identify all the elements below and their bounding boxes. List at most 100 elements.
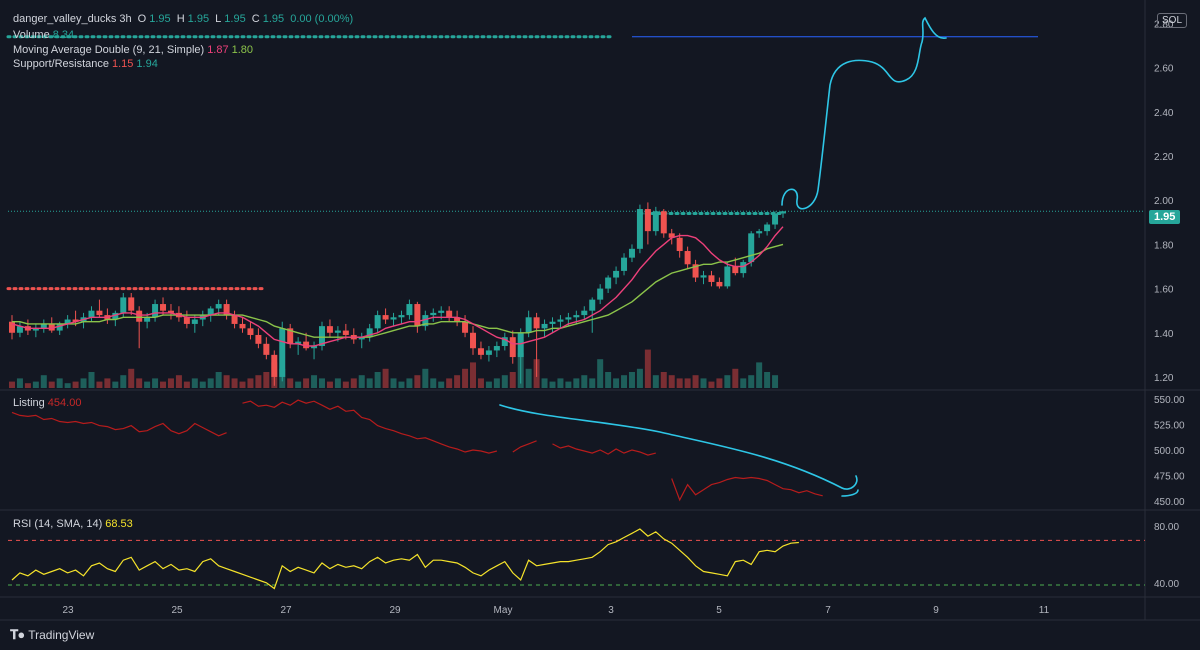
currency-badge[interactable]: SOL xyxy=(1157,13,1188,28)
candle-body xyxy=(684,251,691,265)
volume-bar xyxy=(438,381,445,388)
volume-bar xyxy=(470,362,477,388)
time-axis-tick: 27 xyxy=(280,605,292,616)
candle-body xyxy=(581,310,588,316)
candle-body xyxy=(644,209,651,232)
price-axis-tick: 2.20 xyxy=(1154,152,1174,163)
volume-bar xyxy=(740,378,747,388)
volume-bar xyxy=(660,372,667,388)
candle-body xyxy=(342,330,349,335)
candle-body xyxy=(716,281,723,287)
volume-bar xyxy=(692,375,699,388)
volume-bar xyxy=(414,375,421,388)
volume-bar xyxy=(398,381,405,388)
listing-axis-tick: 525.00 xyxy=(1154,421,1185,432)
volume-bar xyxy=(462,368,469,388)
candle-body xyxy=(621,257,628,271)
candle-body xyxy=(112,312,119,320)
candle-body xyxy=(406,304,413,316)
candle-body xyxy=(223,304,230,316)
candle-body xyxy=(676,237,683,252)
ma-slow-line xyxy=(12,243,784,338)
time-axis-tick: 25 xyxy=(171,605,183,616)
volume-bar xyxy=(756,362,763,388)
volume-bar xyxy=(287,378,294,388)
sr-resistance-value: 1.94 xyxy=(136,58,158,70)
candle-body xyxy=(613,270,620,278)
volume-bar xyxy=(446,378,453,388)
volume-bar xyxy=(303,378,310,388)
rsi-axis-tick: 80.00 xyxy=(1154,522,1179,533)
candle-body xyxy=(485,350,492,355)
candle-body xyxy=(573,315,580,318)
volume-bar xyxy=(199,381,206,388)
volume-bar xyxy=(40,375,47,388)
time-axis-tick: 23 xyxy=(62,605,74,616)
candle-body xyxy=(326,326,333,333)
time-axis-tick: 3 xyxy=(608,605,614,616)
volume-bar xyxy=(72,381,79,388)
candle-body xyxy=(772,213,779,225)
volume-bar xyxy=(231,378,238,388)
candle-body xyxy=(470,332,477,349)
volume-bar xyxy=(56,378,63,388)
rsi-legend[interactable]: RSI (14, SMA, 14) 68.53 xyxy=(13,517,136,531)
candle-body xyxy=(231,315,238,324)
price-axis-tick: 2.40 xyxy=(1154,108,1174,119)
ma-legend[interactable]: Moving Average Double (9, 21, Simple) 1.8… xyxy=(13,43,256,57)
candle-body xyxy=(358,337,365,340)
volume-bar xyxy=(573,378,580,388)
sr-legend[interactable]: Support/Resistance 1.15 1.94 xyxy=(13,57,161,71)
volume-bar xyxy=(708,381,715,388)
candle-body xyxy=(295,341,302,344)
candle-body xyxy=(700,275,707,278)
volume-bar xyxy=(589,378,596,388)
volume-bar xyxy=(247,378,254,388)
volume-bar xyxy=(430,378,437,388)
symbol-legend: danger_valley_ducks 3h O 1.95 H 1.95 L 1.95 … xyxy=(13,12,356,26)
candle-body xyxy=(541,323,548,329)
candle-body xyxy=(334,330,341,333)
candle-body xyxy=(72,319,79,322)
volume-bar xyxy=(509,372,516,388)
projection-drawing xyxy=(781,16,947,210)
volume-bar xyxy=(644,349,651,388)
volume-bar xyxy=(772,375,779,388)
candle-body xyxy=(247,328,254,335)
candle-body xyxy=(462,321,469,333)
volume-bar xyxy=(557,378,564,388)
volume-bar xyxy=(350,378,357,388)
candle-body xyxy=(128,297,135,311)
volume-legend[interactable]: Volume 8.34 xyxy=(13,28,77,42)
candle-body xyxy=(287,328,294,344)
volume-bar xyxy=(120,375,127,388)
candle-body xyxy=(589,299,596,311)
volume-bar xyxy=(215,372,222,388)
candle-body xyxy=(366,328,373,338)
time-axis-tick: 7 xyxy=(825,605,831,616)
listing-legend[interactable]: Listing 454.00 xyxy=(13,396,84,410)
candle-body xyxy=(597,288,604,300)
listing-value: 454.00 xyxy=(47,397,82,409)
candle-body xyxy=(764,224,771,232)
volume-bar xyxy=(422,368,429,388)
candle-body xyxy=(446,310,453,318)
candle-body xyxy=(9,321,15,333)
volume-bar xyxy=(160,381,167,388)
candle-body xyxy=(160,304,167,311)
tradingview-logo[interactable]: 𝐓● TradingView xyxy=(10,627,94,643)
volume-bar xyxy=(64,383,71,388)
volume-bar xyxy=(597,359,604,388)
volume-bar xyxy=(485,381,492,388)
candle-body xyxy=(493,346,500,351)
candle-body xyxy=(668,233,675,238)
ma-fast-line xyxy=(11,226,784,347)
candle-body xyxy=(48,323,55,331)
volume-bar xyxy=(636,368,643,388)
rsi-line xyxy=(11,528,799,590)
candle-body xyxy=(64,319,71,324)
volume-bar xyxy=(128,368,135,388)
low-value: 1.95 xyxy=(224,13,246,25)
volume-bar xyxy=(104,378,111,388)
